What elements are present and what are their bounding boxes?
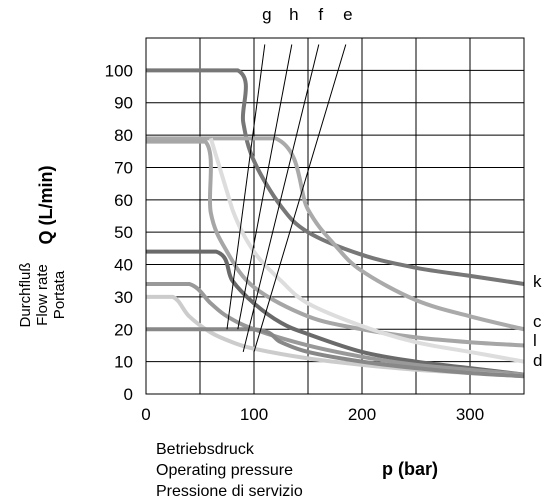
curves [146,68,525,379]
series-line-7 [146,294,525,379]
series-label-k: k [533,272,542,291]
y-tick-label: 10 [114,353,133,372]
x-axis-sub-3: Pressione di servizio [156,483,303,500]
x-axis-sub-1: Betriebsdruck [156,441,255,458]
guide-line-e [253,44,347,353]
curve-labels: k cld [533,272,542,370]
y-tick-label: 40 [114,256,133,275]
series-line-c [146,136,525,332]
plot-frame [145,37,525,395]
y-axis-sub-1: Durchfluß [17,262,34,327]
y-axis-sub-2: Flow rate [34,264,51,326]
series-line-8 [146,327,525,379]
y-ticks: 0 10 20 30 40 50 60 70 80 90 100 [105,61,133,404]
y-tick-label: 80 [114,126,133,145]
y-tick-label: 50 [114,223,133,242]
guide-label-g: g [262,5,271,24]
x-axis-sub-2: Operating pressure [156,462,293,479]
x-tick-label: 0 [141,405,150,424]
x-axis-title: p (bar) [382,459,438,479]
series-label-l: l [533,331,537,350]
guide-label-e: e [343,5,352,24]
y-tick-label: 20 [114,320,133,339]
y-tick-label: 90 [114,94,133,113]
guide-label-h: h [289,5,298,24]
x-tick-label: 100 [240,405,268,424]
y-axis-title: Q (L/min) [36,166,56,245]
x-ticks: 0 100 200 300 [141,405,484,424]
guide-line-h [237,44,293,330]
x-tick-label: 300 [456,405,484,424]
series-line-5 [146,249,525,377]
y-tick-label: 100 [105,61,133,80]
series-line-l [146,139,525,348]
y-axis-sub-3: Portata [51,270,68,319]
guide-line-g [226,44,266,330]
y-tick-label: 70 [114,158,133,177]
y-tick-label: 0 [124,385,133,404]
y-tick-label: 30 [114,288,133,307]
series-line-6 [146,281,525,377]
guide-line-f [242,44,320,353]
guide-label-f: f [318,5,323,24]
series-line-d [208,137,525,364]
y-tick-label: 60 [114,191,133,210]
x-tick-label: 200 [348,405,376,424]
series-label-d: d [533,351,542,370]
series-line-k [146,68,525,286]
series-label-c: c [533,312,542,331]
